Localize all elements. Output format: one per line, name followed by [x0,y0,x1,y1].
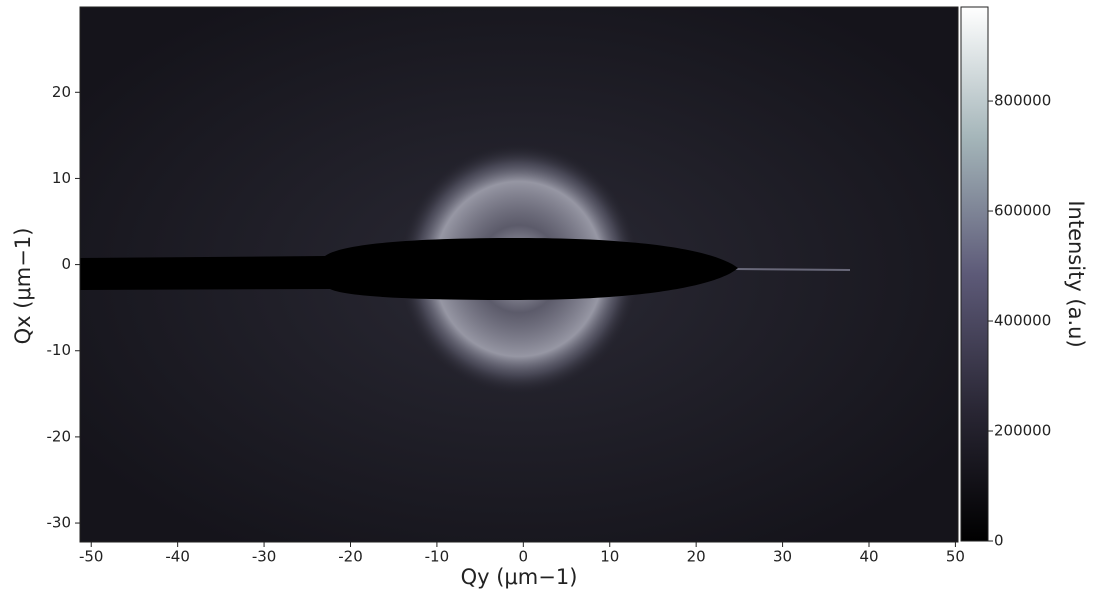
colorbar-label: Intensity (a.u) [1064,200,1088,347]
x-tick-label: -10 [425,548,450,566]
x-tick-label: 10 [600,548,619,566]
colorbar-tick-label: 600000 [994,202,1051,220]
y-tick-label: 10 [52,169,71,187]
x-tick-label: -50 [79,548,104,566]
colorbar-tick-label: 200000 [994,422,1051,440]
y-tick-label: 20 [52,83,71,101]
y-tick-label: -10 [47,341,72,359]
x-axis-label: Qy (μm−1) [461,565,578,589]
x-tick-label: 30 [773,548,792,566]
y-axis-label: Qx (μm−1) [11,228,35,345]
x-tick-label: -20 [338,548,363,566]
x-tick-label: 50 [946,548,965,566]
colorbar-tick-label: 0 [994,532,1004,550]
scattering-image [80,7,958,542]
y-tick-label: 0 [61,255,71,273]
colorbar-tick-label: 400000 [994,312,1051,330]
colorbar-tick-label: 800000 [994,92,1051,110]
x-tick-label: -30 [252,548,277,566]
x-tick-label: 20 [687,548,706,566]
x-tick-label: -40 [165,548,190,566]
y-tick-label: -20 [47,427,72,445]
x-tick-label: 40 [859,548,878,566]
x-tick-label: 0 [519,548,529,566]
y-tick-label: -30 [47,514,72,532]
colorbar [960,6,989,542]
